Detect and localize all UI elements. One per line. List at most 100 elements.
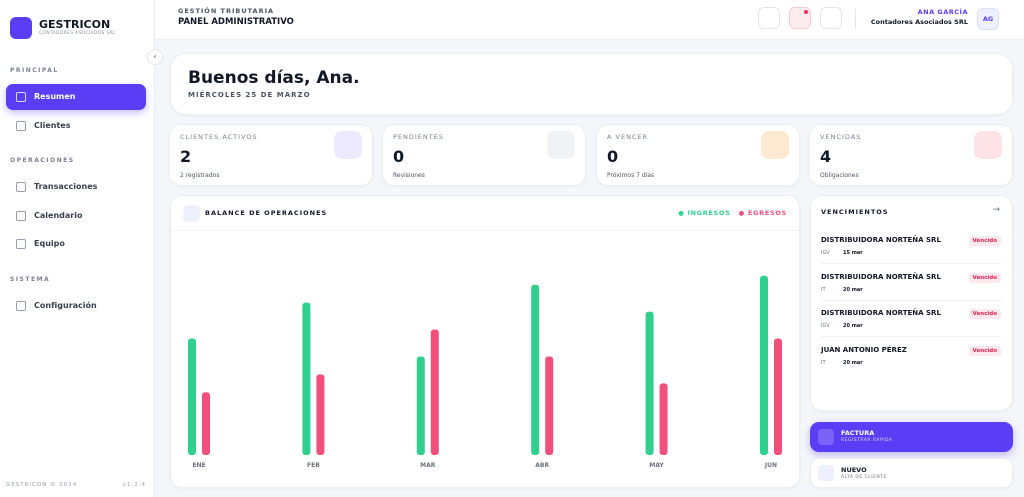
deadline-name: JUAN ANTONIO PÉREZ (821, 345, 907, 354)
stat-card: PENDIENTES 0 Revisiones (382, 124, 586, 186)
collapse-button[interactable]: ‹ (147, 49, 163, 65)
stat-label: CLIENTES ACTIVOS (180, 133, 258, 141)
bar (202, 392, 210, 455)
decoration (16, 92, 26, 102)
bar (760, 275, 768, 455)
deadlines-link[interactable]: → (992, 205, 1000, 215)
decoration (804, 10, 808, 14)
greeting-date: MIÉRCOLES 25 DE MARZO (188, 91, 311, 99)
stat-label: VENCIDAS (820, 133, 862, 141)
deadline-date: 20 mar (843, 323, 863, 329)
action-subtitle: REGISTRAR RÁPIDA (841, 438, 893, 443)
legend: ● INGRESOS ● EGRESOS (678, 209, 787, 217)
chart-title: BALANCE DE OPERACIONES (205, 209, 328, 217)
nav-label: Clientes (34, 121, 71, 130)
action-button[interactable]: FACTURA REGISTRAR RÁPIDA (810, 422, 1013, 452)
header-title: PANEL ADMINISTRATIVO (178, 17, 294, 27)
bar (659, 383, 668, 455)
nav-label: Calendario (34, 211, 83, 220)
stat-note: 2 registrados (180, 172, 220, 179)
deadlines-title: VENCIMIENTOS (821, 208, 889, 216)
separator (821, 299, 1002, 301)
bar (188, 338, 196, 455)
brand-subtitle: CONTADORES ASOCIADOS SRL (39, 31, 116, 36)
bar (430, 329, 439, 455)
theme-button[interactable] (820, 7, 842, 29)
stat-icon (334, 131, 362, 159)
decoration (818, 465, 834, 481)
nav-label: Equipo (34, 239, 65, 248)
status-badge: Vencido (968, 236, 1001, 246)
stat-icon (547, 131, 575, 159)
action-button[interactable]: NUEVO ALTA DE CLIENTE (810, 458, 1013, 488)
deadline-type: IGV (821, 323, 830, 329)
decoration (855, 9, 856, 29)
stat-icon (974, 131, 1002, 159)
decoration (183, 205, 200, 222)
status-badge: Vencido (968, 309, 1001, 319)
nav-label: Transacciones (34, 182, 98, 191)
chart: ENE FEB MAR ABR MAY JUN (188, 275, 782, 469)
bar (316, 374, 325, 455)
greeting-card: Buenos días, Ana. MIÉRCOLES 25 DE MARZO (170, 53, 1013, 115)
status-badge: Vencido (968, 272, 1001, 283)
bar (545, 356, 554, 455)
status-badge: Vencido (968, 345, 1001, 356)
stat-card: VENCIDAS 4 Obligaciones (809, 124, 1013, 186)
stat-value: 4 (820, 147, 832, 166)
nav-label: Resumen (34, 92, 76, 101)
legend-item: ● INGRESOS (678, 209, 731, 217)
bar (774, 338, 782, 455)
deadline-date: 15 mar (843, 250, 863, 256)
x-tick-label: ENE (192, 462, 205, 469)
bar (416, 356, 425, 455)
header-eyebrow: GESTIÓN TRIBUTARIA (178, 7, 275, 15)
nav-item[interactable]: Calendario (6, 203, 146, 229)
nav-label: Configuración (34, 301, 97, 310)
deadline-name: DISTRIBUIDORA NORTEÑA SRL (821, 309, 941, 317)
deadline-type: IT (821, 359, 826, 366)
deadline-name: DISTRIBUIDORA NORTEÑA SRL (821, 236, 941, 244)
stat-card: CLIENTES ACTIVOS 2 2 registrados (169, 124, 373, 186)
x-tick-label: MAR (420, 462, 436, 469)
stat-icon (761, 131, 789, 159)
support-button[interactable] (758, 7, 780, 29)
decoration (16, 211, 26, 221)
greeting-title: Buenos días, Ana. (188, 68, 360, 88)
stat-value: 0 (393, 147, 405, 166)
stat-value: 2 (180, 147, 192, 166)
legend-item: ● EGRESOS (738, 209, 787, 217)
avatar[interactable]: AG (977, 8, 999, 30)
x-tick-label: JUN (764, 462, 777, 469)
nav-item[interactable]: Resumen (6, 84, 146, 110)
action-subtitle: ALTA DE CLIENTE (841, 475, 887, 480)
x-tick-label: FEB (307, 462, 320, 469)
nav-item[interactable]: Clientes (6, 113, 146, 139)
stat-note: Próximos 7 días (607, 172, 655, 179)
x-tick-label: ABR (535, 462, 549, 469)
brand: GESTRICON (39, 18, 111, 31)
footer: GESTRICON © 2024 (6, 482, 78, 488)
stat-card: A VENCER 0 Próximos 7 días (596, 124, 800, 186)
nav-item[interactable]: Transacciones (6, 174, 146, 200)
notifications-button[interactable] (789, 7, 811, 29)
logo (10, 17, 32, 39)
stat-value: 0 (607, 147, 619, 166)
nav-item[interactable]: Configuración (6, 293, 146, 319)
decoration (818, 429, 834, 445)
section-title: OPERACIONES (10, 157, 75, 164)
section-title: SISTEMA (10, 276, 51, 283)
nav-item[interactable]: Equipo (6, 231, 146, 257)
sidebar: GESTRICON CONTADORES ASOCIADOS SRL PRINC… (0, 0, 155, 497)
decoration (16, 182, 26, 192)
deadline-date: 20 mar (843, 286, 863, 293)
legend-label: INGRESOS (687, 209, 731, 217)
header: GESTIÓN TRIBUTARIA PANEL ADMINISTRATIVO … (155, 0, 1024, 40)
stat-label: PENDIENTES (393, 133, 444, 141)
decoration (171, 230, 799, 231)
separator (821, 263, 1002, 264)
deadline-date: 20 mar (843, 359, 863, 366)
action-title: NUEVO (841, 466, 867, 474)
decoration (16, 239, 26, 249)
